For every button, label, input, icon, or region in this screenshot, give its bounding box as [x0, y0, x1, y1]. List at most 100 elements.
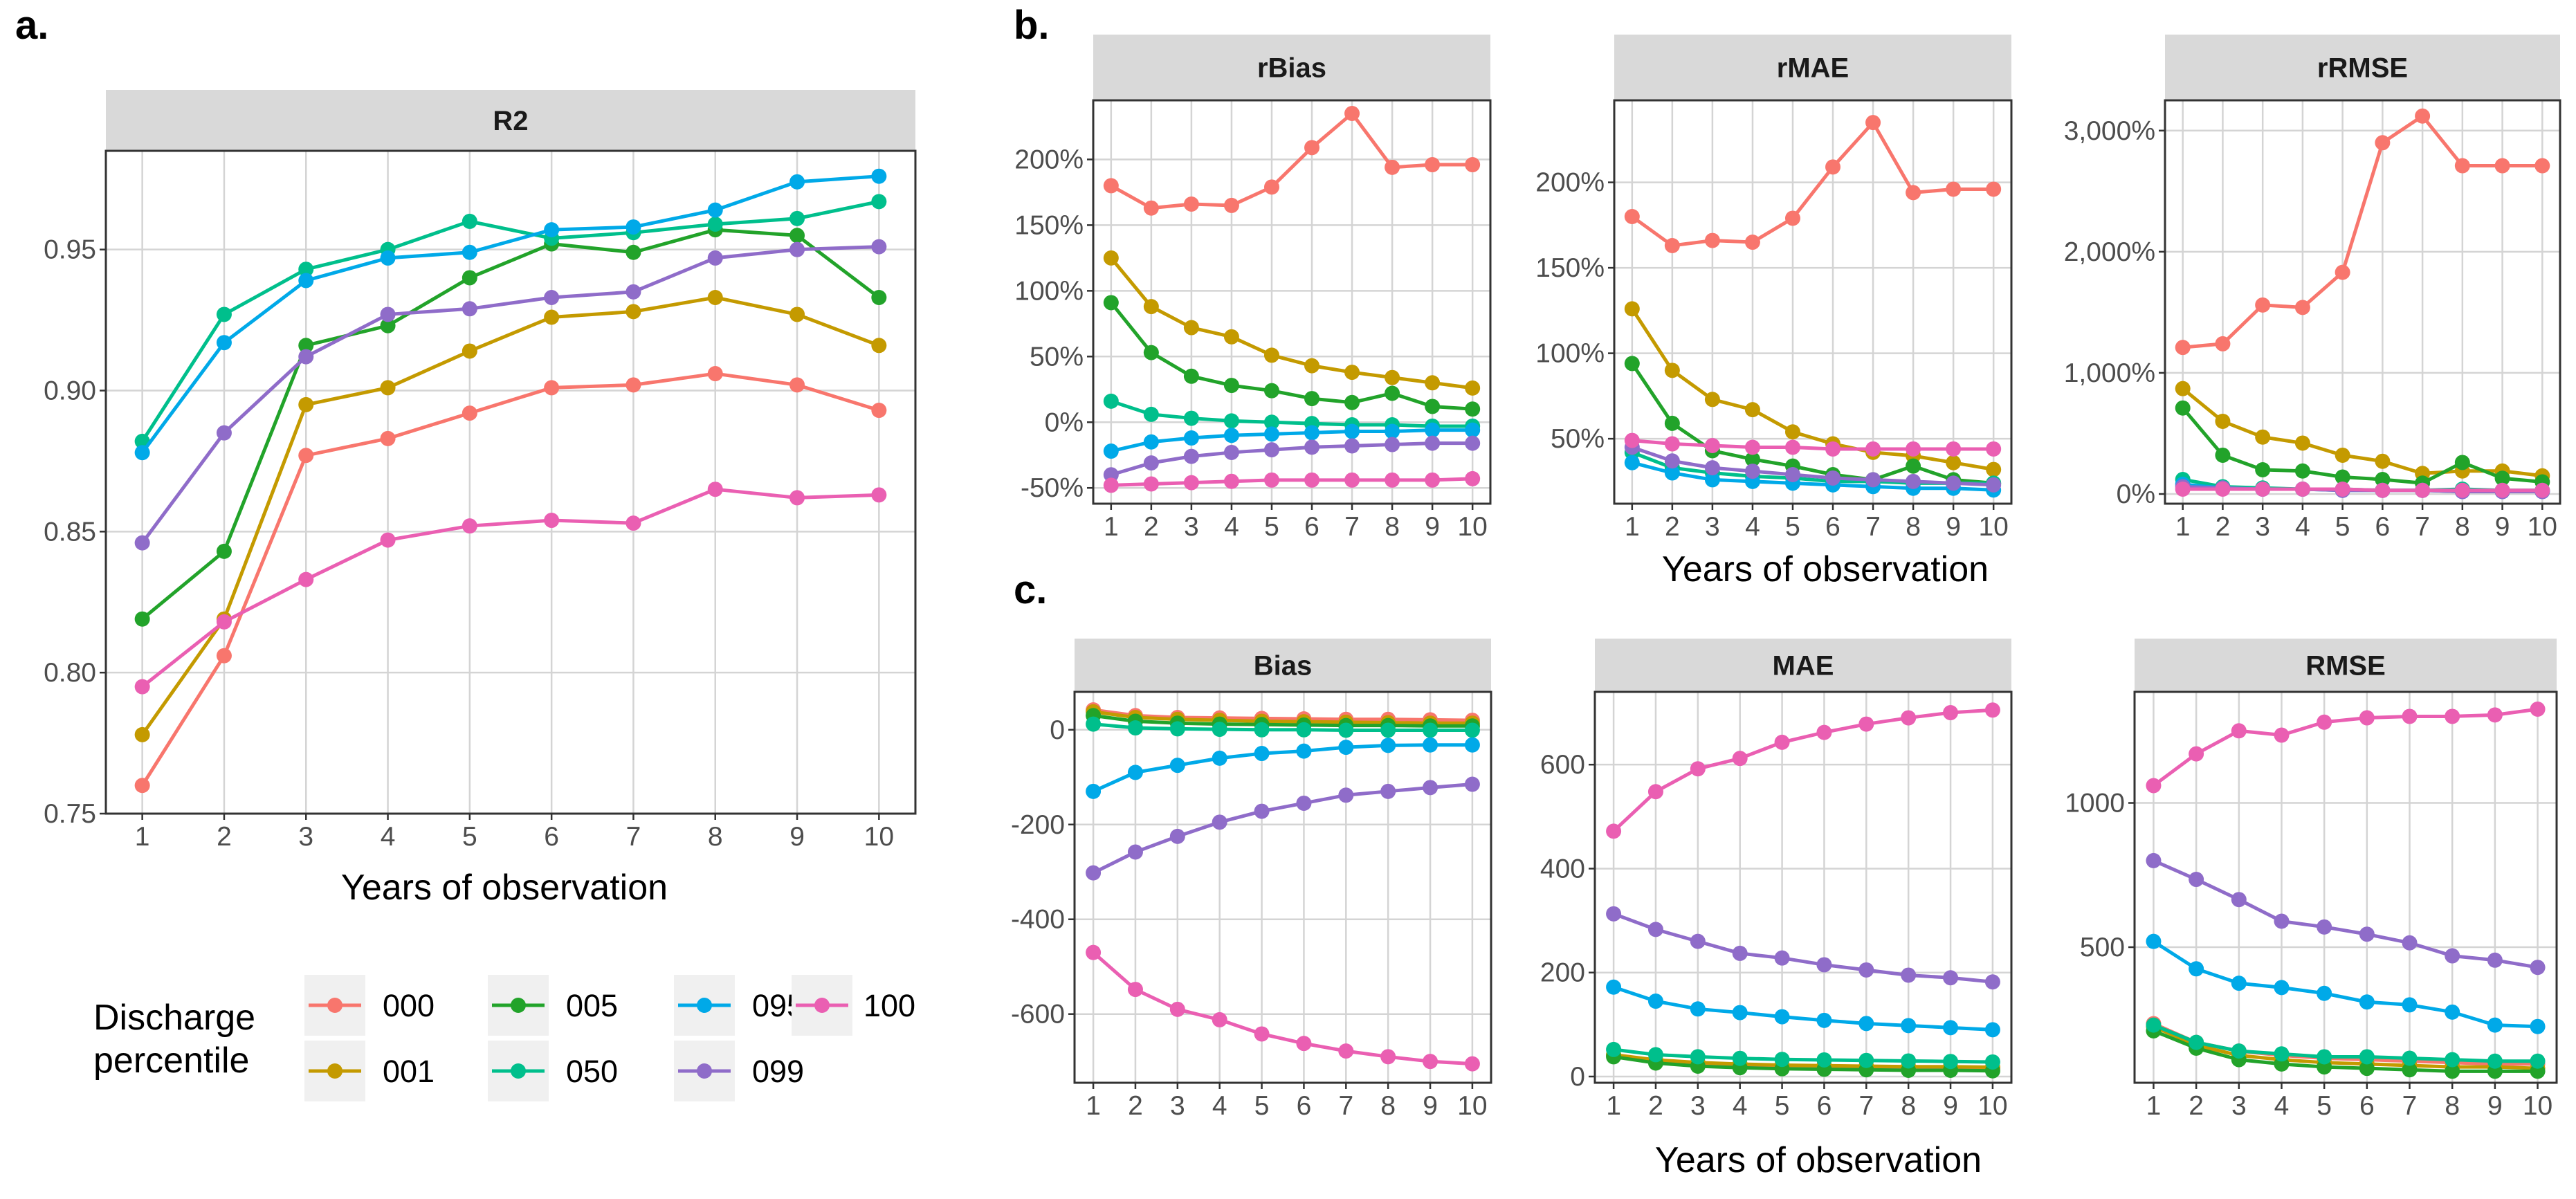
- data-point-rmae-100: [1664, 436, 1680, 452]
- data-point-bias-099: [1169, 828, 1185, 844]
- panel-border-rbias: [1092, 99, 1492, 505]
- data-point-mae-099: [1858, 962, 1874, 978]
- data-point-r2-001: [462, 343, 477, 359]
- data-point-rmae-001: [1624, 301, 1640, 317]
- legend-label-000: 000: [383, 988, 435, 1023]
- data-point-rmae-000: [1986, 181, 2002, 197]
- x-tick-label-rmae: 2: [1665, 512, 1680, 542]
- data-point-rmse-100: [2274, 727, 2290, 743]
- data-point-rbias-099: [1143, 455, 1159, 471]
- data-point-rmse-099: [2487, 952, 2503, 968]
- data-point-rmse-050: [2445, 1052, 2460, 1068]
- data-point-rmse-099: [2402, 935, 2418, 951]
- data-point-r2-099: [625, 284, 641, 300]
- data-point-bias-100: [1127, 982, 1143, 998]
- data-point-rrmse-001: [2294, 435, 2310, 451]
- legend-item-000: 000: [304, 975, 435, 1036]
- data-point-rbias-000: [1143, 200, 1159, 216]
- data-point-mae-050: [1606, 1041, 1622, 1057]
- data-point-r2-000: [625, 377, 641, 393]
- data-point-bias-095: [1423, 737, 1438, 753]
- data-point-mae-100: [1774, 734, 1790, 750]
- data-point-bias-100: [1380, 1049, 1396, 1065]
- data-point-rrmse-100: [2215, 481, 2231, 497]
- data-point-mae-095: [1984, 1022, 2000, 1038]
- data-point-rmse-050: [2402, 1050, 2418, 1066]
- series-line-rbias-099: [1111, 441, 1473, 477]
- data-point-rmae-099: [1744, 464, 1760, 479]
- data-point-mae-095: [1774, 1009, 1790, 1025]
- y-tick-label-bias: -600: [1011, 1000, 1065, 1029]
- x-tick-label-mae: 9: [1943, 1091, 1958, 1121]
- data-point-rmae-001: [1744, 402, 1760, 418]
- data-point-r2-005: [871, 289, 887, 305]
- x-tick-label-rrmse: 2: [2216, 512, 2231, 542]
- data-point-rbias-099: [1465, 435, 1481, 451]
- data-point-rmae-100: [1825, 441, 1841, 457]
- y-tick-label-rrmse: 1,000%: [2064, 358, 2155, 388]
- data-point-r2-005: [216, 543, 232, 559]
- data-point-rbias-100: [1465, 470, 1481, 486]
- data-point-rmae-000: [1946, 181, 1962, 197]
- panel-border-rmse: [2133, 690, 2558, 1084]
- y-tick-label-bias: 0: [1050, 715, 1065, 745]
- data-point-rmae-005: [1664, 415, 1680, 431]
- x-axis-title-b: Years of observation: [1662, 549, 1989, 589]
- panel-border-r2: [104, 149, 917, 815]
- data-point-rbias-005: [1465, 401, 1481, 417]
- data-point-rmse-099: [2189, 872, 2204, 888]
- data-point-r2-050: [298, 262, 314, 277]
- data-point-rmae-000: [1704, 232, 1720, 248]
- data-point-mae-050: [1732, 1050, 1748, 1066]
- data-point-bias-050: [1296, 722, 1312, 738]
- data-point-mae-100: [1690, 761, 1706, 777]
- data-point-bias-100: [1338, 1043, 1354, 1059]
- data-point-r2-095: [298, 273, 314, 289]
- data-point-rmae-100: [1865, 441, 1881, 457]
- series-line-rmae-099: [1632, 446, 1994, 487]
- data-point-r2-100: [625, 515, 641, 531]
- data-point-bias-095: [1254, 746, 1270, 762]
- data-point-mae-099: [1690, 933, 1706, 949]
- data-point-rbias-099: [1304, 439, 1320, 455]
- x-axis-title-r2: Years of observation: [341, 868, 668, 908]
- data-point-rrmse-100: [2255, 481, 2271, 497]
- legend-key-point: [327, 1063, 342, 1079]
- y-tick-label-rrmse: 2,000%: [2064, 237, 2155, 267]
- data-point-rmse-100: [2530, 702, 2546, 717]
- panel-border-bias: [1073, 690, 1492, 1084]
- data-point-r2-099: [707, 250, 723, 266]
- data-point-r2-001: [789, 306, 805, 322]
- data-point-rmae-000: [1624, 208, 1640, 224]
- data-point-r2-001: [707, 289, 723, 305]
- strip-mae: [1595, 639, 2011, 692]
- data-point-rmae-099: [1664, 453, 1680, 469]
- data-point-bias-099: [1127, 844, 1143, 860]
- data-point-rmse-099: [2445, 948, 2460, 964]
- data-point-rmse-100: [2146, 778, 2162, 794]
- data-point-rrmse-005: [2335, 469, 2350, 485]
- data-point-rbias-005: [1143, 345, 1159, 360]
- y-tick-label-rmae: 200%: [1535, 168, 1605, 198]
- data-point-rmae-000: [1825, 159, 1841, 175]
- x-tick-label-rbias: 3: [1184, 512, 1199, 542]
- legend-key-point: [327, 998, 342, 1013]
- data-point-rbias-001: [1385, 369, 1400, 385]
- legend-label-100: 100: [864, 988, 915, 1023]
- strip-r2: [106, 90, 915, 151]
- data-point-rmse-095: [2189, 961, 2204, 977]
- data-point-rmse-050: [2530, 1053, 2546, 1069]
- x-tick-label-rmse: 10: [2523, 1091, 2552, 1121]
- data-point-rbias-001: [1103, 250, 1119, 266]
- data-point-rrmse-005: [2494, 470, 2510, 486]
- data-point-rmae-000: [1784, 210, 1800, 226]
- series-line-rmse-050: [2153, 1023, 2538, 1063]
- x-tick-label-r2: 6: [544, 822, 559, 852]
- data-point-rbias-095: [1183, 430, 1199, 446]
- data-point-r2-095: [134, 445, 150, 461]
- series-line-bias-095: [1093, 743, 1472, 794]
- data-point-mae-099: [1647, 922, 1663, 937]
- data-point-r2-001: [298, 396, 314, 412]
- data-point-rrmse-001: [2255, 429, 2271, 445]
- data-point-rrmse-100: [2335, 481, 2350, 497]
